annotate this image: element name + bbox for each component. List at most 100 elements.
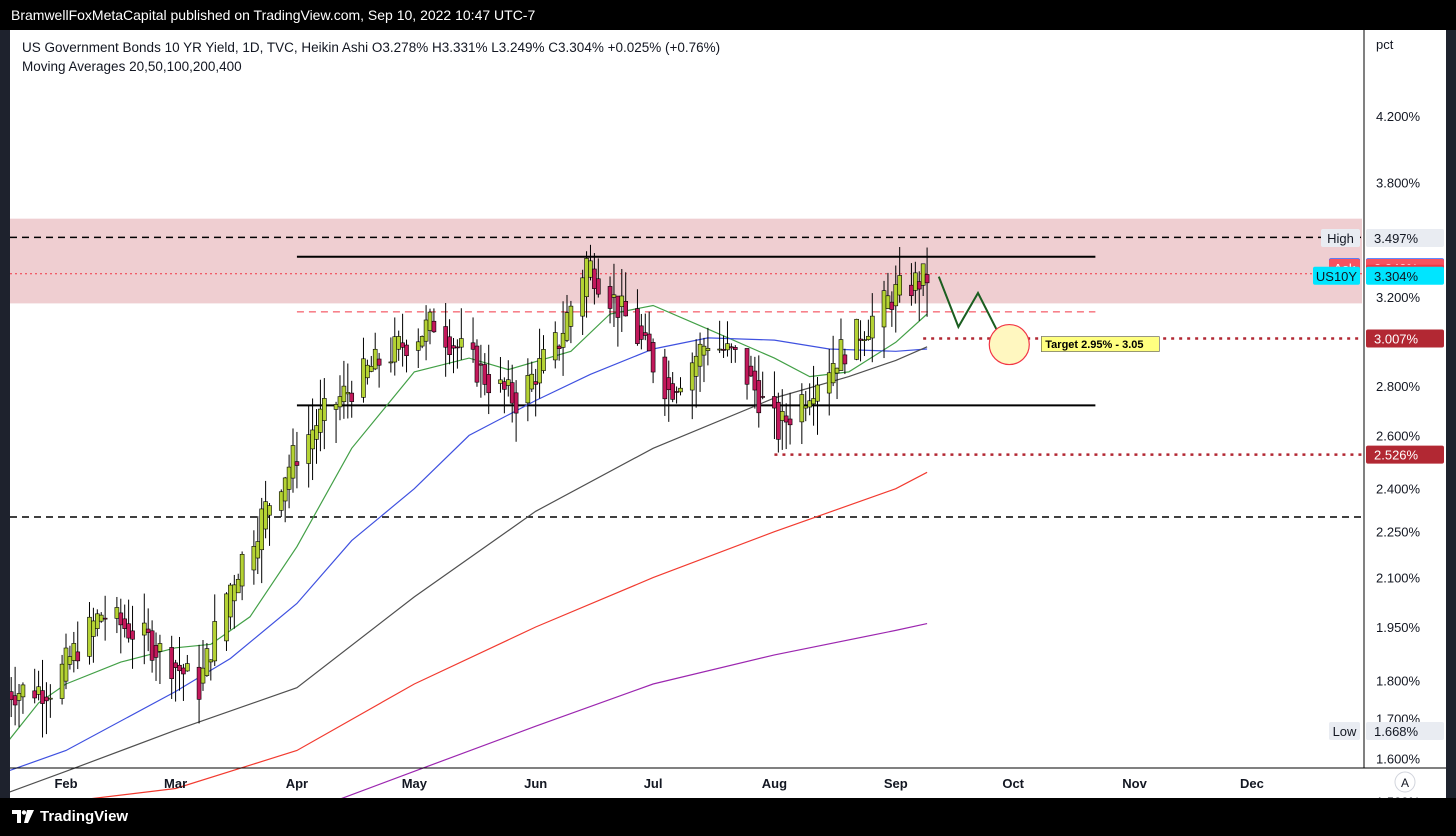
candle-body [415,341,421,351]
candle-body [196,666,202,700]
candle-body [701,345,707,356]
candle-body [102,617,108,620]
candle-body [36,686,41,695]
candle-body [447,336,452,355]
candle-body [920,263,926,286]
candle-body [95,613,100,629]
price-value-bg [1366,445,1444,464]
ma-line-ma400 [341,623,928,798]
candle-body [228,584,233,618]
resistance-zone [10,218,1362,304]
candle-body [239,554,245,587]
price-value-label: 3.304% [1374,269,1419,284]
candle-body [32,690,37,699]
candle-body [498,379,503,384]
price-tag-bg [1313,266,1360,285]
candle-body [235,578,241,594]
candle-body [255,541,261,559]
candle-body [924,274,930,284]
candle-body [752,370,758,391]
moving-averages [10,304,928,798]
candle-body [678,387,683,393]
x-tick-label: Jul [644,776,663,791]
horizontal-levels[interactable] [10,236,1362,798]
candle-body [173,662,178,668]
candle-body [693,355,699,377]
y-tick-label: 3.200% [1376,290,1421,305]
candles [10,244,930,738]
candle-body [537,358,542,384]
candle-body [443,326,448,348]
candle-body [318,408,323,433]
auto-scale-button-label[interactable]: A [1401,776,1409,790]
legend: US Government Bonds 10 YR Yield, 1D, TVC… [22,40,720,74]
candle-body [588,260,593,278]
price-value-bg [1366,228,1444,247]
candle-body [392,336,398,363]
legend-ma-line: Moving Averages 20,50,100,200,400 [22,59,242,74]
candle-body [232,584,237,602]
y-tick-label: 1.950% [1376,620,1421,635]
candle-body [834,367,840,374]
target-box [1041,336,1160,352]
candle-body [689,362,695,391]
x-tick-label: Dec [1240,776,1264,791]
candle-body [760,396,765,398]
candle-body [560,332,566,348]
x-tick-label: Jun [524,776,547,791]
chart-area[interactable]: Target 2.95% - 3.05 pct 4.200% 3.800% 3.200… [10,30,1446,798]
candle-body [185,663,190,672]
y-tick-label: 1.500% [1376,795,1421,798]
candle-body [286,466,292,490]
candle-body [322,398,327,421]
candle-body [615,295,621,318]
price-label-low-7: Low 1.668% [1329,722,1444,741]
candle-body [787,418,793,426]
candle-body [122,618,128,629]
candle-body [149,630,155,661]
tradingview-logo[interactable]: TradingView [12,808,128,825]
price-tag-bg [1329,722,1360,741]
candle-body [611,294,617,298]
candle-body [826,372,832,394]
auto-scale-button[interactable] [1394,771,1416,793]
forecast-arrow[interactable] [937,276,1007,348]
candle-body [423,319,429,342]
annotations[interactable]: Target 2.95% - 3.05 [937,276,1160,366]
candle-body [91,620,96,637]
candle-body [756,380,762,414]
candle-body [779,411,785,421]
candle-body [889,301,895,310]
candle-body [200,667,206,684]
candle-body [345,392,351,395]
candle-body [404,344,409,357]
candle-body [278,491,284,511]
price-value-bg [1366,722,1444,741]
candle-body [459,338,464,348]
price-label-level-5: 3.007% [1366,329,1444,348]
candle-body [866,335,871,341]
candle-body [552,332,558,361]
candle-body [10,691,14,701]
candle-body [470,342,476,350]
candle-body [513,392,519,414]
candle-body [642,332,648,336]
candle-body [400,342,405,348]
candle-body [20,684,26,698]
candle-body [721,348,726,351]
candle-body [141,622,147,636]
candle-body [893,284,899,307]
candle-body [541,349,546,371]
candle-body [916,281,922,290]
candle-body [16,693,22,701]
candle-body [705,347,711,351]
footer-bar: TradingView [0,798,1456,836]
price-chart[interactable]: Target 2.95% - 3.05 pct 4.200% 3.800% 3.200… [10,30,1446,798]
candle-body [267,505,272,516]
ma-line-ma50 [10,337,928,771]
candle-body [842,354,848,365]
candle-body [662,356,668,400]
candle-body [478,363,484,366]
candle-body [474,345,480,383]
target-circle[interactable] [988,323,1030,366]
